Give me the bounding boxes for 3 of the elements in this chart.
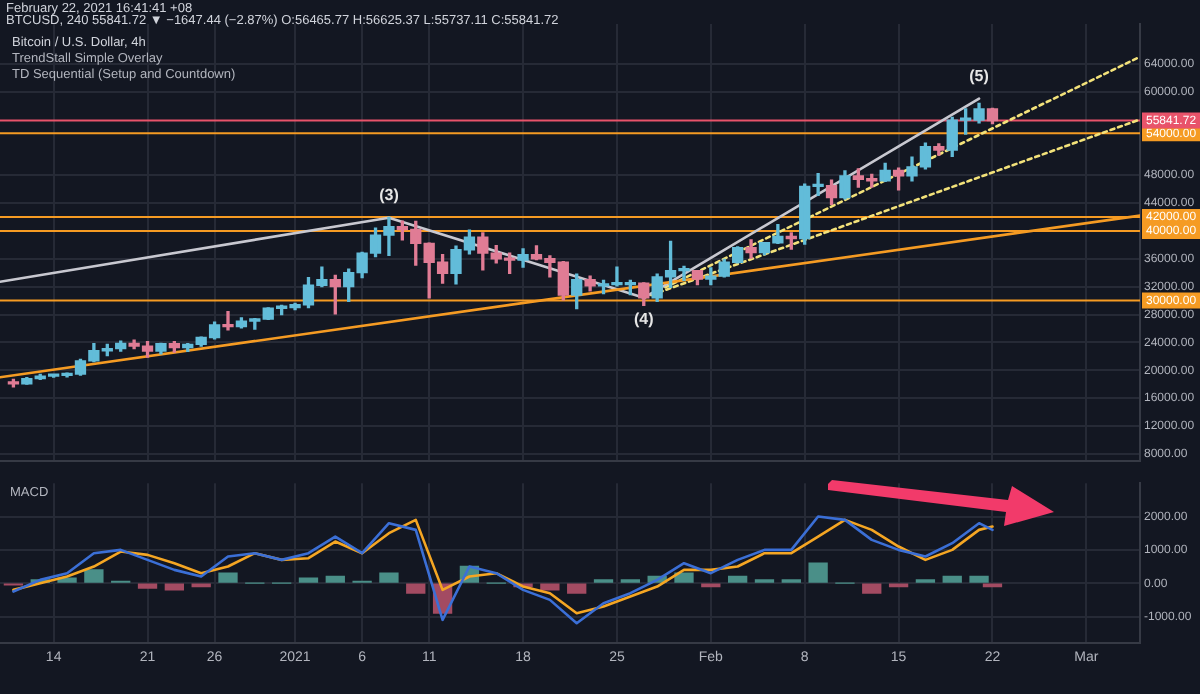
annotation: (5)	[969, 66, 990, 85]
annotation: (4)	[633, 310, 655, 329]
annotation: (3)	[379, 186, 400, 205]
